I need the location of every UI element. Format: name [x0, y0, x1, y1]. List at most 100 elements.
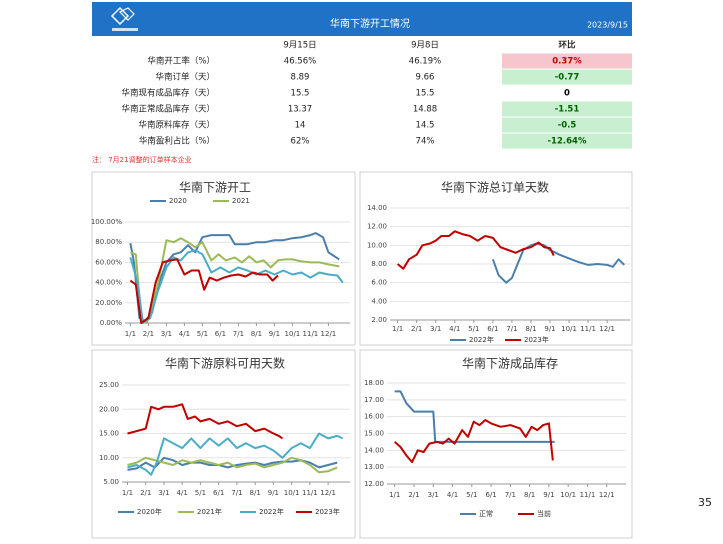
row-label: 华南现有成品库存（天）	[121, 88, 215, 99]
series-line	[127, 403, 284, 440]
table-cell: 46.19%	[409, 57, 441, 67]
x-tick-label: 10/1	[560, 491, 576, 499]
x-tick-label: 3/1	[158, 489, 169, 497]
y-tick-label: 15.00	[99, 430, 119, 438]
chart-frame	[91, 349, 356, 539]
y-tick-label: 14.00	[367, 204, 387, 212]
x-tick-label: 1/1	[122, 489, 133, 497]
diff-cell	[502, 69, 632, 85]
legend-label: 2023年	[315, 507, 340, 516]
diff-cell	[502, 85, 632, 101]
x-tick-label: 1/1	[392, 325, 403, 333]
table-cell: 14	[295, 121, 306, 131]
x-tick-label: 11/1	[303, 330, 319, 338]
x-tick-label: 1/1	[125, 330, 136, 338]
y-tick-label: 60.00%	[95, 258, 122, 266]
x-tick-label: 8/1	[525, 325, 536, 333]
diff-cell	[502, 117, 632, 133]
legend-label: 2023年	[524, 335, 549, 344]
y-tick-label: 80.00%	[95, 238, 122, 246]
table-cell: 0	[564, 89, 570, 99]
y-tick-label: 13.00	[364, 463, 384, 471]
row-label: 华南原料库存（天）	[138, 120, 215, 131]
legend-label: 2020	[169, 197, 187, 205]
series-line	[396, 230, 555, 270]
page-number: 35	[698, 496, 712, 509]
x-tick-label: 4/1	[177, 489, 188, 497]
table-cell: 0.37%	[552, 57, 582, 67]
header-bar	[92, 2, 632, 36]
y-tick-label: 25.00	[99, 381, 119, 389]
y-tick-label: 40.00%	[95, 279, 122, 287]
x-tick-label: 12/1	[321, 330, 337, 338]
y-tick-label: 6.00	[371, 279, 387, 287]
legend-label: 正常	[479, 509, 493, 518]
note: 注： 7月21调整的订单样本企业	[92, 155, 192, 164]
chart-title: 华南下游成品库存	[462, 356, 558, 371]
table-cell: 62%	[291, 137, 310, 147]
table-cell: 8.89	[291, 73, 310, 83]
x-tick-label: 7/1	[505, 491, 516, 499]
x-tick-label: 12/1	[320, 489, 336, 497]
series-line	[394, 419, 554, 464]
row-label: 华南盈利占比（%）	[139, 136, 215, 147]
y-tick-label: 12.00	[367, 223, 387, 231]
y-tick-label: 5.00	[103, 478, 119, 486]
row-label: 华南开工率（%）	[147, 56, 215, 67]
table-cell: 15.5	[291, 89, 310, 99]
y-tick-label: 12.00	[364, 480, 384, 488]
x-tick-label: 4/1	[179, 330, 190, 338]
chart-title: 华南下游原料可用天数	[165, 356, 285, 371]
x-tick-label: 12/1	[599, 491, 615, 499]
x-tick-label: 5/1	[466, 491, 477, 499]
x-tick-label: 8/1	[524, 491, 535, 499]
x-tick-label: 5/1	[197, 330, 208, 338]
y-tick-label: 17.00	[364, 396, 384, 404]
x-tick-label: 10/1	[561, 325, 577, 333]
series-line	[394, 390, 555, 443]
x-tick-label: 6/1	[215, 330, 226, 338]
x-tick-label: 9/1	[543, 491, 554, 499]
header-date: 2023/9/15	[587, 21, 628, 30]
y-tick-label: 16.00	[364, 413, 384, 421]
x-tick-label: 2/1	[411, 325, 422, 333]
table-header: 9月8日	[411, 41, 439, 51]
table-cell: -0.5	[558, 121, 577, 131]
series-line	[129, 258, 279, 324]
x-tick-label: 2/1	[408, 491, 419, 499]
y-tick-label: 0.00%	[100, 319, 123, 327]
x-tick-label: 3/1	[161, 330, 172, 338]
legend-label: 2022年	[469, 335, 494, 344]
legend-label: 当前	[537, 509, 551, 518]
x-tick-label: 11/1	[580, 325, 596, 333]
x-tick-label: 1/1	[389, 491, 400, 499]
series-line	[130, 237, 340, 324]
table-cell: 9.66	[416, 73, 435, 83]
chart-title: 华南下游总订单天数	[441, 180, 549, 195]
series-line	[127, 456, 338, 474]
x-tick-label: 9/1	[269, 330, 280, 338]
chart-frame	[359, 349, 633, 539]
table-cell: 14.5	[416, 121, 435, 131]
x-tick-label: 9/1	[544, 325, 555, 333]
y-tick-label: 10.00	[99, 454, 119, 462]
x-tick-label: 4/1	[447, 491, 458, 499]
table-cell: -0.77	[555, 73, 580, 83]
x-tick-label: 5/1	[195, 489, 206, 497]
x-tick-label: 7/1	[506, 325, 517, 333]
chart-frame	[359, 171, 633, 346]
legend-label: 2022年	[259, 507, 284, 516]
y-tick-label: 14.00	[364, 446, 384, 454]
y-tick-label: 18.00	[364, 379, 384, 387]
chart-title: 华南下游开工	[179, 180, 251, 195]
table-cell: 74%	[416, 137, 435, 147]
y-tick-label: 100.00%	[91, 218, 122, 226]
legend-label: 2020年	[137, 507, 162, 516]
legend-label: 2021	[232, 197, 250, 205]
row-label: 华南正常成品库存（天）	[121, 104, 215, 115]
diff-cell	[502, 53, 632, 69]
x-tick-label: 6/1	[485, 491, 496, 499]
diff-cell	[502, 133, 632, 149]
x-tick-label: 4/1	[449, 325, 460, 333]
table-cell: 46.56%	[284, 57, 316, 67]
